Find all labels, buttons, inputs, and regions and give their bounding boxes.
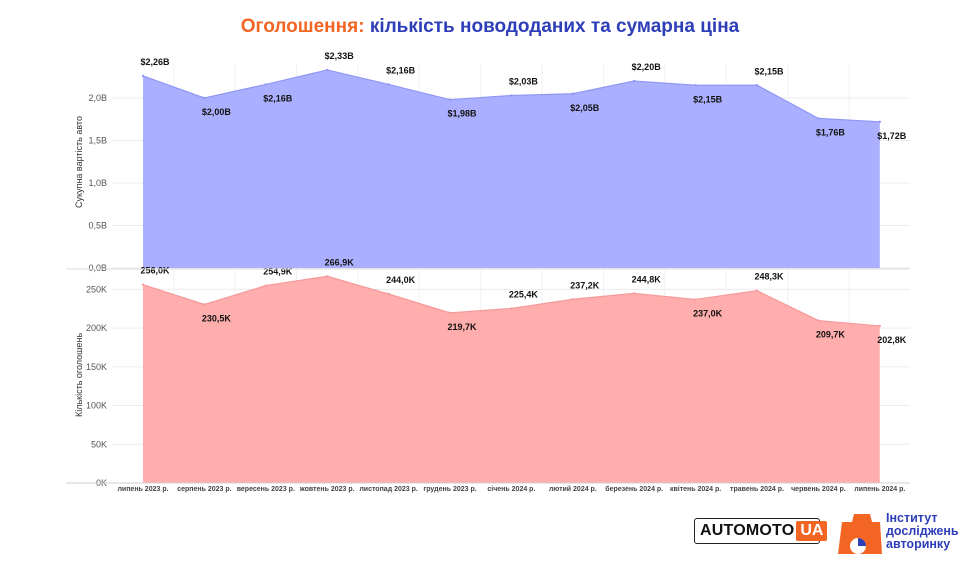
x-tick-label: січень 2024 р. [487, 485, 535, 493]
x-tick-label: лютий 2024 р. [549, 485, 597, 493]
data-label: $1,76B [816, 127, 846, 137]
data-label: 225,4K [509, 289, 539, 299]
x-tick-label: жовтень 2023 р. [299, 486, 355, 493]
data-label: 244,8K [632, 274, 662, 284]
data-label: $2,16B [386, 65, 416, 75]
data-point [817, 117, 820, 120]
x-tick-label: травень 2024 р. [730, 486, 784, 493]
data-point [448, 98, 452, 101]
data-label: 202,8K [877, 335, 907, 345]
data-label: $2,16B [263, 93, 293, 103]
data-point [141, 283, 145, 286]
data-label: $1,72B [877, 131, 907, 141]
x-tick-label: листопад 2023 р. [359, 486, 418, 493]
data-point [878, 324, 881, 328]
institute-logo: Інститут досліджень авторинку [836, 510, 976, 556]
data-label: 219,7K [447, 322, 477, 332]
institute-logo-icon [838, 514, 882, 554]
x-tick-label: вересень 2023 р. [237, 486, 295, 493]
data-point [878, 120, 881, 124]
data-label: 248,3K [754, 272, 784, 282]
data-label: 244,0K [386, 275, 416, 285]
data-label: 237,2K [570, 280, 600, 290]
data-label: $2,20B [632, 62, 662, 72]
y-tick-label: 2,0B [88, 93, 107, 103]
series-area [143, 276, 880, 483]
y-axis-title: Кількість оголошень [74, 333, 84, 417]
data-label: $2,15B [693, 94, 723, 104]
data-label: 237,0K [693, 308, 723, 318]
data-label: $2,26B [140, 57, 170, 67]
data-point [755, 84, 759, 87]
data-label: $2,15B [754, 66, 784, 76]
x-tick-label: липень 2023 р. [117, 486, 168, 493]
data-label: 266,9K [325, 257, 355, 267]
data-label: 230,5K [202, 313, 232, 323]
data-point [326, 68, 329, 72]
x-tick-label: квітень 2024 р. [670, 485, 721, 493]
data-label: 256,0K [140, 266, 170, 276]
data-point [203, 303, 206, 306]
x-tick-label: серпень 2023 р. [177, 486, 231, 493]
y-axis-title: Сукупна вартість авто [74, 116, 84, 208]
chart-title-prefix: Оголошення: [240, 16, 365, 37]
y-tick-label: 1,5B [88, 136, 107, 146]
automoto-logo-main: AUTOMOTO [700, 522, 795, 539]
data-label: 209,7K [816, 330, 846, 340]
data-point [817, 319, 820, 322]
automoto-logo-accent: UA [796, 521, 828, 541]
data-point [755, 289, 759, 292]
y-tick-label: 50K [91, 439, 107, 449]
y-tick-label: 200K [86, 323, 107, 333]
data-point [326, 275, 329, 278]
data-label: $2,00B [202, 107, 232, 117]
data-label: $2,05B [570, 103, 600, 113]
x-tick-label: червень 2024 р. [791, 486, 846, 493]
institute-line-2: досліджень [886, 524, 959, 538]
data-point [203, 96, 206, 100]
institute-line-1: Інститут [886, 511, 938, 525]
data-point [694, 298, 697, 301]
series-area [143, 69, 880, 268]
data-point [387, 83, 390, 86]
y-tick-label: 0,5B [88, 221, 107, 231]
data-label: $1,98B [447, 109, 477, 119]
data-point [387, 292, 390, 296]
institute-logo-text: Інститут досліджень авторинку [886, 512, 959, 551]
data-label: $2,03B [509, 76, 539, 86]
data-point [510, 307, 513, 310]
y-tick-label: 0,0B [88, 263, 107, 273]
automoto-logo: AUTOMOTO UA [694, 518, 828, 544]
data-point [141, 74, 145, 78]
y-tick-label: 250K [86, 284, 107, 294]
data-label: 254,9K [263, 267, 293, 277]
data-point [448, 311, 452, 315]
data-label: $2,33B [325, 51, 355, 61]
x-tick-label: грудень 2023 р. [423, 486, 476, 493]
chart-title: Оголошення: кількість новододаних та сум… [0, 16, 980, 38]
data-point [633, 79, 636, 83]
data-point [571, 298, 574, 301]
data-point [571, 92, 574, 95]
y-tick-label: 1,0B [88, 178, 107, 188]
data-point [264, 284, 267, 287]
y-tick-label: 100K [86, 401, 107, 411]
data-point [510, 94, 513, 97]
x-tick-label: березень 2024 р. [605, 485, 663, 493]
x-tick-label: липень 2024 р. [854, 486, 905, 493]
data-point [264, 83, 267, 86]
data-point [694, 84, 697, 87]
institute-line-3: авторинку [886, 537, 951, 551]
y-tick-label: 150K [86, 362, 107, 372]
chart-title-main: кількість новододаних та сумарна ціна [369, 16, 740, 37]
data-point [633, 292, 636, 295]
